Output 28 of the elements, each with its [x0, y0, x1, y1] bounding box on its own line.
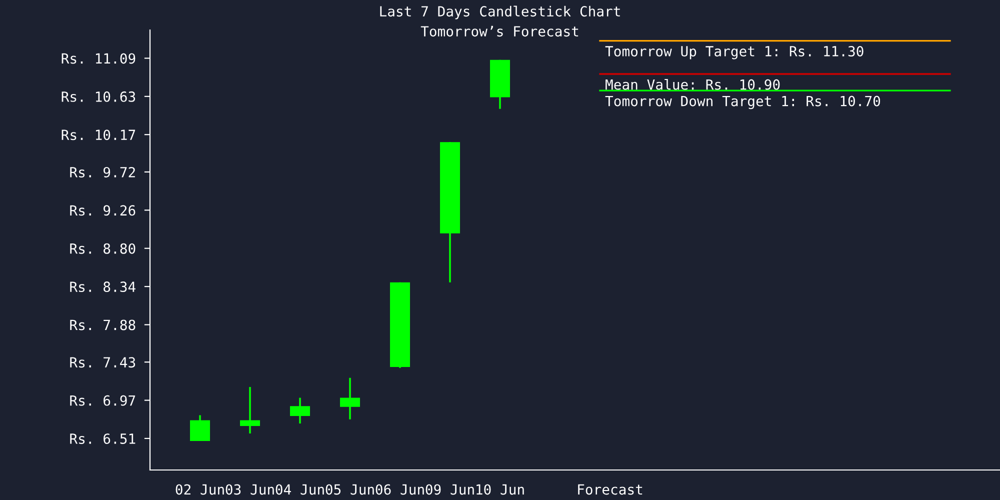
candlestick [340, 376, 360, 420]
x-tick-label: 02 Jun [176, 484, 224, 495]
y-tick-label: Rs. 7.88 [70, 320, 136, 330]
y-tick-label: Rs. 7.43 [70, 357, 136, 368]
y-tick-label: Rs. 10.17 [62, 130, 136, 140]
candlestick [290, 396, 310, 424]
x-tick-label: 10 Jun [476, 484, 524, 495]
y-tick-label: Rs. 6.97 [70, 395, 136, 406]
candlestick [240, 386, 260, 434]
y-tick-label: Rs. 9.72 [70, 166, 135, 178]
x-tick-label: 05 Jun [326, 484, 374, 495]
y-tick-label: Rs. 6.51 [70, 433, 136, 444]
y-tick-label: Rs. 11.09 [62, 53, 136, 64]
y-tick-label: Rs. 9.26 [70, 205, 136, 216]
ref-line-label: Tomorrow Up Target 1: Rs. 11.30 [605, 46, 864, 60]
y-tick-label: Rs. 8.34 [70, 282, 136, 292]
x-tick-label: 03 Jun [226, 484, 274, 495]
x-tick-label: 04 Jun [276, 484, 324, 495]
y-tick-label: Rs. 10.63 [62, 91, 136, 102]
x-tick-label: 09 Jun [426, 484, 474, 495]
x-tick-label: 06 Jun [376, 484, 424, 495]
chart-title: Last 7 Days Candlestick Chart [380, 6, 620, 20]
text: Forecast [578, 484, 642, 495]
candlestick [190, 414, 210, 442]
ref-line-label: Tomorrow Down Target 1: Rs. 10.70 [605, 96, 880, 110]
y-tick-label: Rs. 8.80 [70, 243, 136, 254]
chart-subtitle: Tomorrow’s Forecast [420, 26, 578, 37]
ref-line-label: Mean Value: Rs. 10.90 [606, 78, 780, 90]
